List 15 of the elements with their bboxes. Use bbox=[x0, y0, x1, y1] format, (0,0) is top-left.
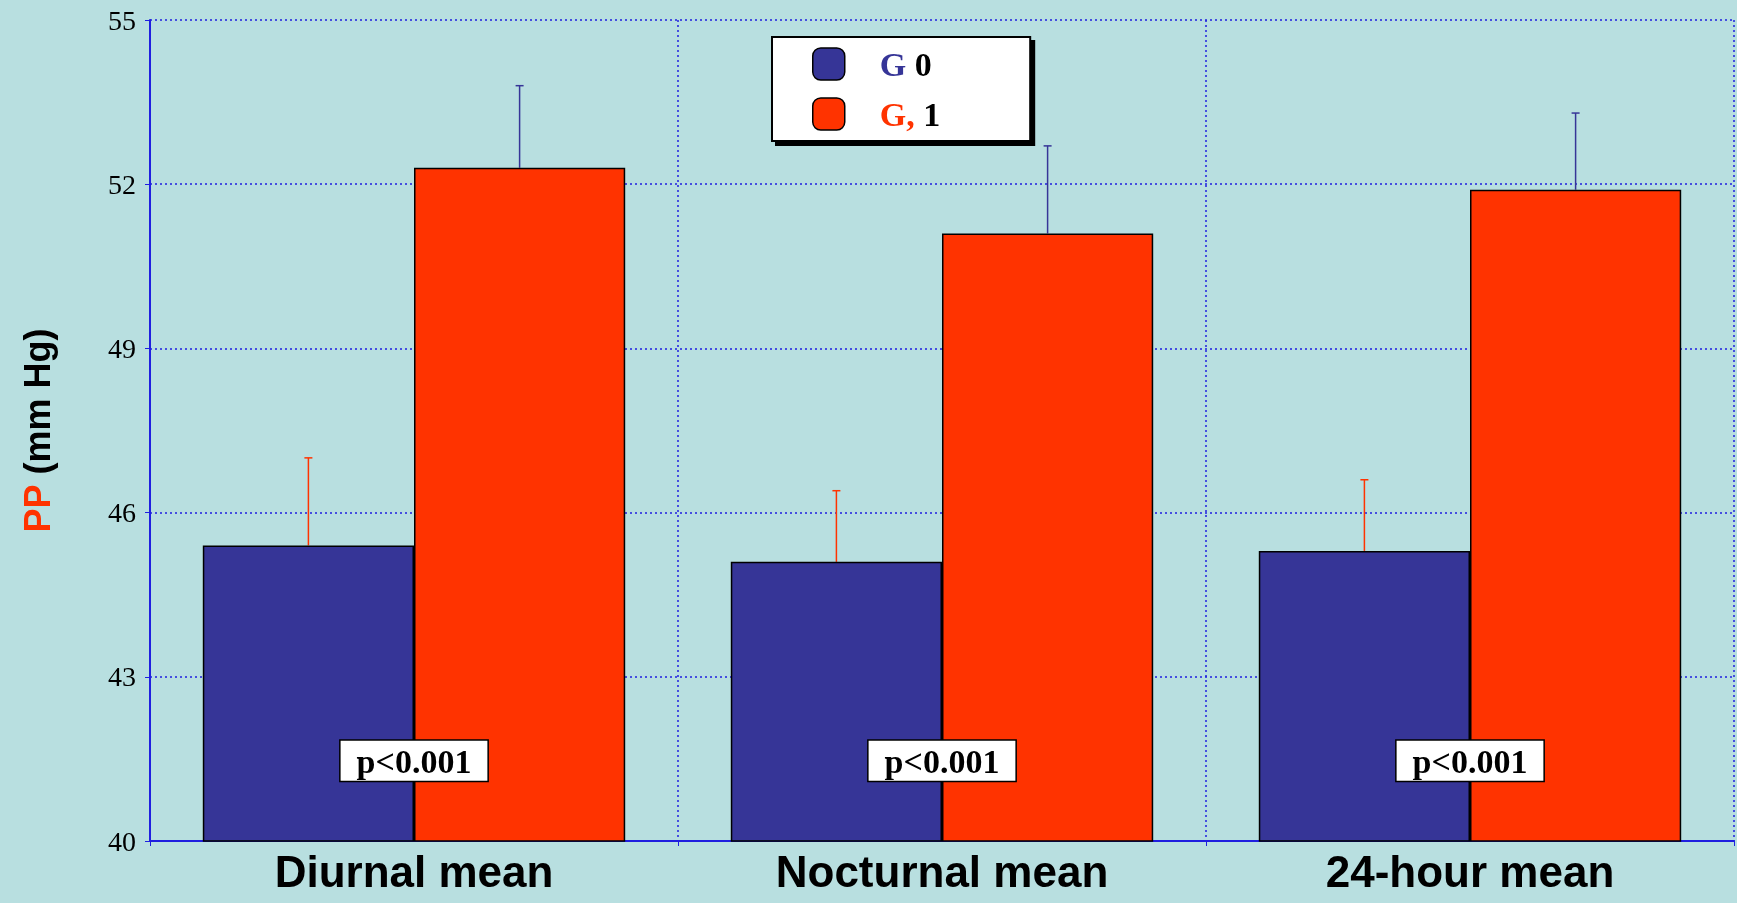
annotation: p<0.001 bbox=[884, 743, 1000, 781]
legend-label: G 0 bbox=[879, 45, 932, 83]
x-tick-label: 24-hour mean bbox=[1325, 846, 1615, 896]
annotation: p<0.001 bbox=[356, 743, 472, 781]
y-tick-label: 40 bbox=[108, 825, 136, 857]
x-tick-label: Diurnal mean bbox=[274, 846, 554, 896]
y-tick-label: 55 bbox=[108, 4, 136, 36]
y-axis-title: PP (mm Hg) bbox=[16, 328, 58, 533]
y-tick-label: 49 bbox=[108, 332, 136, 364]
annotation: p<0.001 bbox=[1412, 743, 1528, 781]
y-tick-label: 43 bbox=[108, 661, 136, 693]
x-tick-label: Nocturnal mean bbox=[775, 846, 1109, 896]
y-tick-label: 46 bbox=[108, 497, 136, 529]
y-tick-label: 52 bbox=[108, 168, 136, 200]
legend-label: G, 1 bbox=[879, 95, 941, 133]
